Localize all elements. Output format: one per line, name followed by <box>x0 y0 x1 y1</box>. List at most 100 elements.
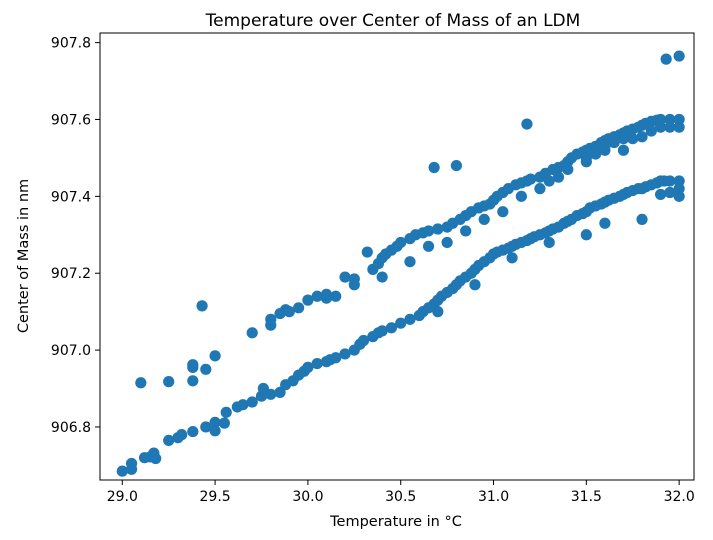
data-point <box>302 294 314 306</box>
data-point <box>497 206 509 218</box>
data-point <box>330 290 342 302</box>
data-point <box>673 175 685 187</box>
x-tick-label: 30.0 <box>292 489 323 505</box>
data-point <box>654 113 667 126</box>
y-axis: 906.8 907.0 907.2 907.4 907.6 907.8 <box>51 36 100 436</box>
data-point <box>515 190 527 202</box>
data-point <box>469 279 481 291</box>
y-tick-label: 907.2 <box>51 266 91 282</box>
data-point <box>339 348 351 360</box>
y-tick-label: 907.4 <box>51 189 91 205</box>
data-point <box>599 217 611 229</box>
y-tick-label: 907.8 <box>51 36 91 52</box>
data-point <box>404 313 416 325</box>
data-point <box>395 236 407 249</box>
data-point <box>187 359 199 371</box>
y-tick-label: 906.8 <box>51 420 91 436</box>
data-point <box>645 125 657 137</box>
x-tick-label: 29.5 <box>200 489 231 505</box>
data-point <box>422 240 435 252</box>
x-tick-label: 31.5 <box>571 489 602 505</box>
data-point <box>209 416 221 428</box>
data-point <box>664 113 676 126</box>
data-point <box>274 386 286 398</box>
data-point <box>220 406 232 418</box>
data-point <box>125 457 138 470</box>
data-point <box>432 306 444 318</box>
data-point <box>654 188 667 201</box>
data-point <box>478 213 490 226</box>
data-point <box>218 417 230 429</box>
y-tick-label: 907.6 <box>51 112 91 128</box>
data-point <box>385 322 398 334</box>
data-point <box>562 163 574 176</box>
data-point <box>617 144 630 156</box>
data-point <box>580 152 592 164</box>
data-point <box>116 465 128 477</box>
x-tick-label: 30.5 <box>385 489 416 505</box>
data-point <box>200 421 212 433</box>
data-point <box>187 425 199 438</box>
data-point <box>525 173 537 185</box>
data-point <box>673 50 685 62</box>
data-point <box>404 256 416 268</box>
x-tick-label: 29.0 <box>107 489 138 505</box>
data-point <box>163 376 175 388</box>
data-point <box>376 271 388 283</box>
data-point <box>135 377 147 389</box>
data-point <box>311 357 323 370</box>
x-axis: 29.0 29.5 30.0 30.5 31.0 31.5 32.0 <box>107 480 695 505</box>
data-point <box>209 425 221 437</box>
y-axis-label: Center of Mass in nm <box>16 179 32 333</box>
data-point <box>664 175 676 187</box>
data-point <box>599 140 611 152</box>
data-point <box>636 131 648 143</box>
data-point <box>311 290 323 302</box>
data-point <box>543 175 555 187</box>
data-point <box>246 396 258 408</box>
data-point <box>200 363 212 375</box>
data-point <box>552 171 565 183</box>
data-point <box>357 334 370 347</box>
data-point <box>293 302 305 314</box>
data-point <box>265 388 277 400</box>
data-point <box>654 121 667 133</box>
data-point <box>664 186 676 199</box>
data-point <box>534 183 546 195</box>
data-point <box>265 313 277 325</box>
data-point <box>246 327 258 339</box>
data-point <box>176 429 188 441</box>
data-point <box>617 133 630 145</box>
data-points <box>116 50 685 477</box>
plot-frame <box>99 32 695 481</box>
data-point <box>580 229 592 241</box>
data-point <box>673 113 685 126</box>
data-point <box>320 288 333 300</box>
data-point <box>209 350 221 362</box>
x-tick-label: 31.0 <box>478 489 509 505</box>
data-point <box>163 434 175 447</box>
data-point <box>361 246 373 258</box>
data-point <box>506 252 518 264</box>
data-point <box>302 361 314 373</box>
y-tick-label: 907.0 <box>51 343 91 359</box>
data-point <box>196 300 208 312</box>
data-point <box>673 190 685 202</box>
data-point <box>441 236 453 249</box>
data-point <box>428 161 440 174</box>
data-point <box>627 133 639 145</box>
data-point <box>673 183 685 195</box>
data-point <box>636 213 648 226</box>
data-point <box>432 223 444 235</box>
data-point <box>237 399 249 411</box>
data-point <box>664 121 676 133</box>
data-point <box>521 118 533 130</box>
data-point <box>590 148 602 160</box>
x-axis-label: Temperature in °C <box>329 514 462 530</box>
data-point <box>450 160 462 172</box>
data-point <box>376 325 388 337</box>
data-point <box>348 273 360 285</box>
data-point <box>187 375 199 387</box>
data-point <box>422 225 435 237</box>
